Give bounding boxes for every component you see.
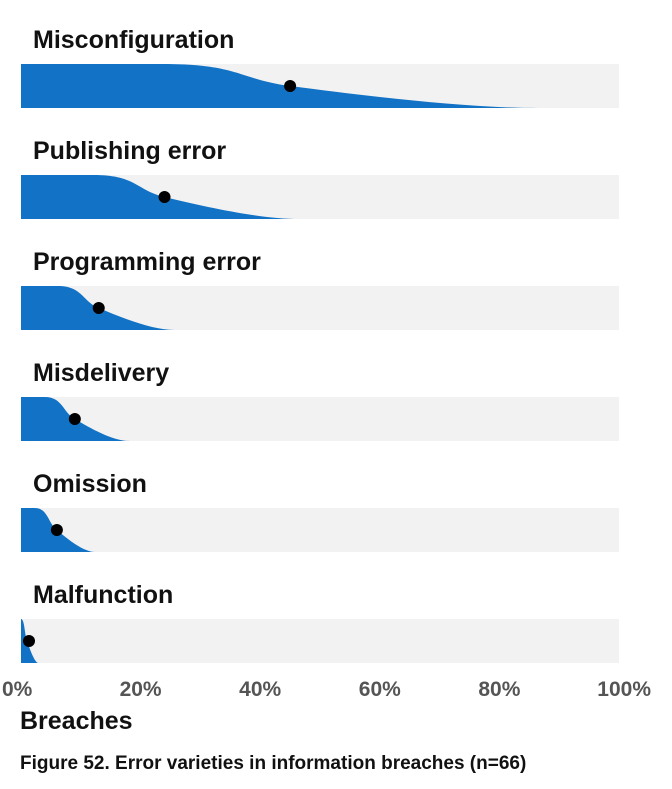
x-axis-title: Breaches bbox=[20, 707, 133, 735]
category-label: Malfunction bbox=[33, 581, 173, 609]
value-point bbox=[50, 524, 63, 536]
x-axis-ticks: 0% 20% 40% 60% 80% 100% bbox=[2, 678, 651, 701]
track-bar bbox=[21, 508, 619, 552]
distribution-area bbox=[21, 64, 539, 108]
category-label: Programming error bbox=[33, 248, 261, 276]
figure-caption: Figure 52. Error varieties in informatio… bbox=[20, 753, 526, 774]
distribution-area bbox=[21, 508, 96, 552]
value-point bbox=[92, 302, 105, 314]
category-label: Omission bbox=[33, 470, 147, 498]
category-label: Publishing error bbox=[33, 137, 226, 165]
x-tick-label: 100% bbox=[597, 678, 651, 701]
value-point bbox=[68, 413, 81, 425]
x-tick-label: 60% bbox=[359, 678, 401, 701]
value-point bbox=[23, 635, 35, 647]
x-tick-label: 40% bbox=[239, 678, 281, 701]
x-tick-label: 80% bbox=[478, 678, 520, 701]
chart-rows: Misconfiguration Publishing error Programm… bbox=[21, 26, 619, 663]
track-bar bbox=[21, 619, 619, 663]
category-row: Malfunction bbox=[21, 581, 619, 663]
track-bar bbox=[21, 397, 619, 441]
category-row: Programming error bbox=[21, 248, 619, 330]
distribution-area bbox=[21, 619, 39, 663]
category-label: Misdelivery bbox=[33, 359, 169, 387]
value-point bbox=[284, 80, 297, 92]
x-tick-label: 0% bbox=[2, 678, 33, 701]
distribution-area bbox=[21, 397, 130, 441]
value-point bbox=[158, 191, 171, 203]
category-label: Misconfiguration bbox=[33, 26, 234, 54]
category-row: Misconfiguration bbox=[21, 26, 619, 108]
category-row: Publishing error bbox=[21, 137, 619, 219]
x-tick-label: 20% bbox=[120, 678, 162, 701]
category-row: Misdelivery bbox=[21, 359, 619, 441]
category-row: Omission bbox=[21, 470, 619, 552]
